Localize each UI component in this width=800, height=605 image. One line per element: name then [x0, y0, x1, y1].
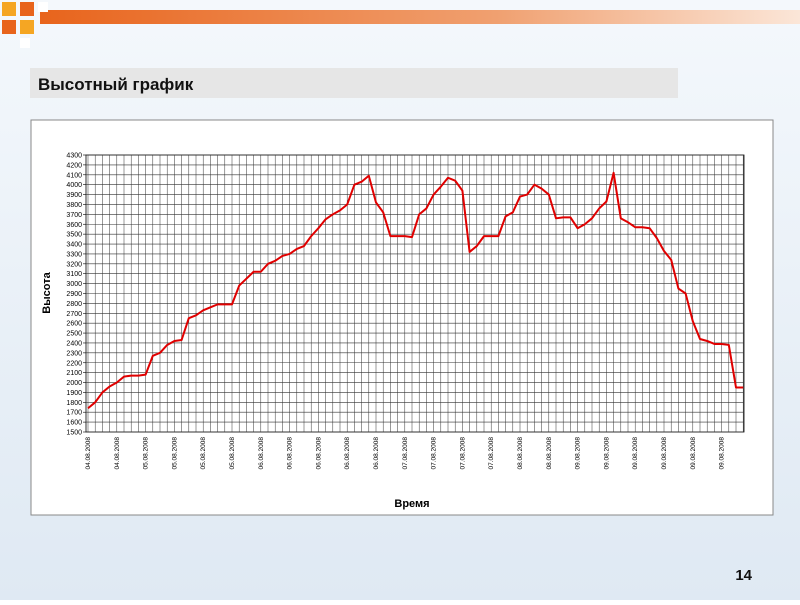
page-number: 14 [735, 567, 752, 584]
y-tick-label: 4300 [66, 153, 82, 160]
y-tick-label: 2000 [66, 380, 82, 387]
y-tick-label: 1500 [66, 430, 82, 437]
x-tick-label: 09.08.2008 [632, 437, 639, 470]
x-tick-label: 07.08.2008 [431, 437, 438, 470]
x-tick-label: 08.08.2008 [546, 437, 553, 470]
y-tick-label: 3800 [66, 202, 82, 209]
data-line [87, 171, 744, 410]
y-tick-label: 1800 [66, 400, 82, 407]
y-tick-label: 3900 [66, 192, 82, 199]
x-tick-label: 09.08.2008 [603, 437, 610, 470]
x-axis-title: Время [394, 498, 429, 510]
x-tick-label: 04.08.2008 [85, 437, 92, 470]
y-tick-label: 2200 [66, 360, 82, 367]
y-tick-label: 3100 [66, 271, 82, 278]
y-tick-label: 1700 [66, 410, 82, 417]
x-tick-label: 09.08.2008 [690, 437, 697, 470]
y-tick-label: 1600 [66, 420, 82, 427]
y-tick-label: 3200 [66, 261, 82, 268]
y-tick-label: 3700 [66, 212, 82, 219]
x-tick-label: 06.08.2008 [315, 437, 322, 470]
logo-squares [2, 2, 48, 48]
x-tick-label: 07.08.2008 [488, 437, 495, 470]
y-tick-label: 3300 [66, 251, 82, 258]
x-tick-label: 06.08.2008 [258, 437, 265, 470]
y-tick-label: 4000 [66, 182, 82, 189]
y-tick-label: 2500 [66, 331, 82, 338]
x-tick-label: 05.08.2008 [200, 437, 207, 470]
y-tick-label: 2900 [66, 291, 82, 298]
x-tick-label: 09.08.2008 [575, 437, 582, 470]
y-tick-label: 1900 [66, 390, 82, 397]
y-tick-label: 4100 [66, 172, 82, 179]
y-tick-label: 2800 [66, 301, 82, 308]
y-tick-label: 4200 [66, 162, 82, 169]
y-tick-label: 2600 [66, 321, 82, 328]
x-tick-label: 05.08.2008 [229, 437, 236, 470]
title-box [30, 68, 678, 98]
header-bar [40, 10, 800, 24]
x-tick-label: 05.08.2008 [143, 437, 150, 470]
y-tick-label: 3000 [66, 281, 82, 288]
x-tick-label: 09.08.2008 [661, 437, 668, 470]
x-tick-label: 07.08.2008 [459, 437, 466, 470]
slide-title: Высотный график [38, 75, 194, 94]
y-axis-title: Высота [41, 271, 53, 313]
y-tick-label: 2100 [66, 370, 82, 377]
x-tick-label: 07.08.2008 [402, 437, 409, 470]
y-tick-label: 2700 [66, 311, 82, 318]
x-tick-label: 06.08.2008 [373, 437, 380, 470]
y-tick-label: 2400 [66, 340, 82, 347]
x-tick-label: 05.08.2008 [171, 437, 178, 470]
y-tick-label: 2300 [66, 350, 82, 357]
x-tick-label: 08.08.2008 [517, 437, 524, 470]
y-tick-label: 3600 [66, 222, 82, 229]
chart: 04.08.2008 04.08.2008 05.08.2008 05.08.2008… [66, 153, 744, 470]
y-tick-label: 3400 [66, 242, 82, 249]
x-tick-label: 06.08.2008 [344, 437, 351, 470]
x-tick-label: 04.08.2008 [114, 437, 121, 470]
y-tick-label: 3500 [66, 232, 82, 239]
x-tick-label: 06.08.2008 [287, 437, 294, 470]
x-tick-label: 09.08.2008 [719, 437, 726, 470]
